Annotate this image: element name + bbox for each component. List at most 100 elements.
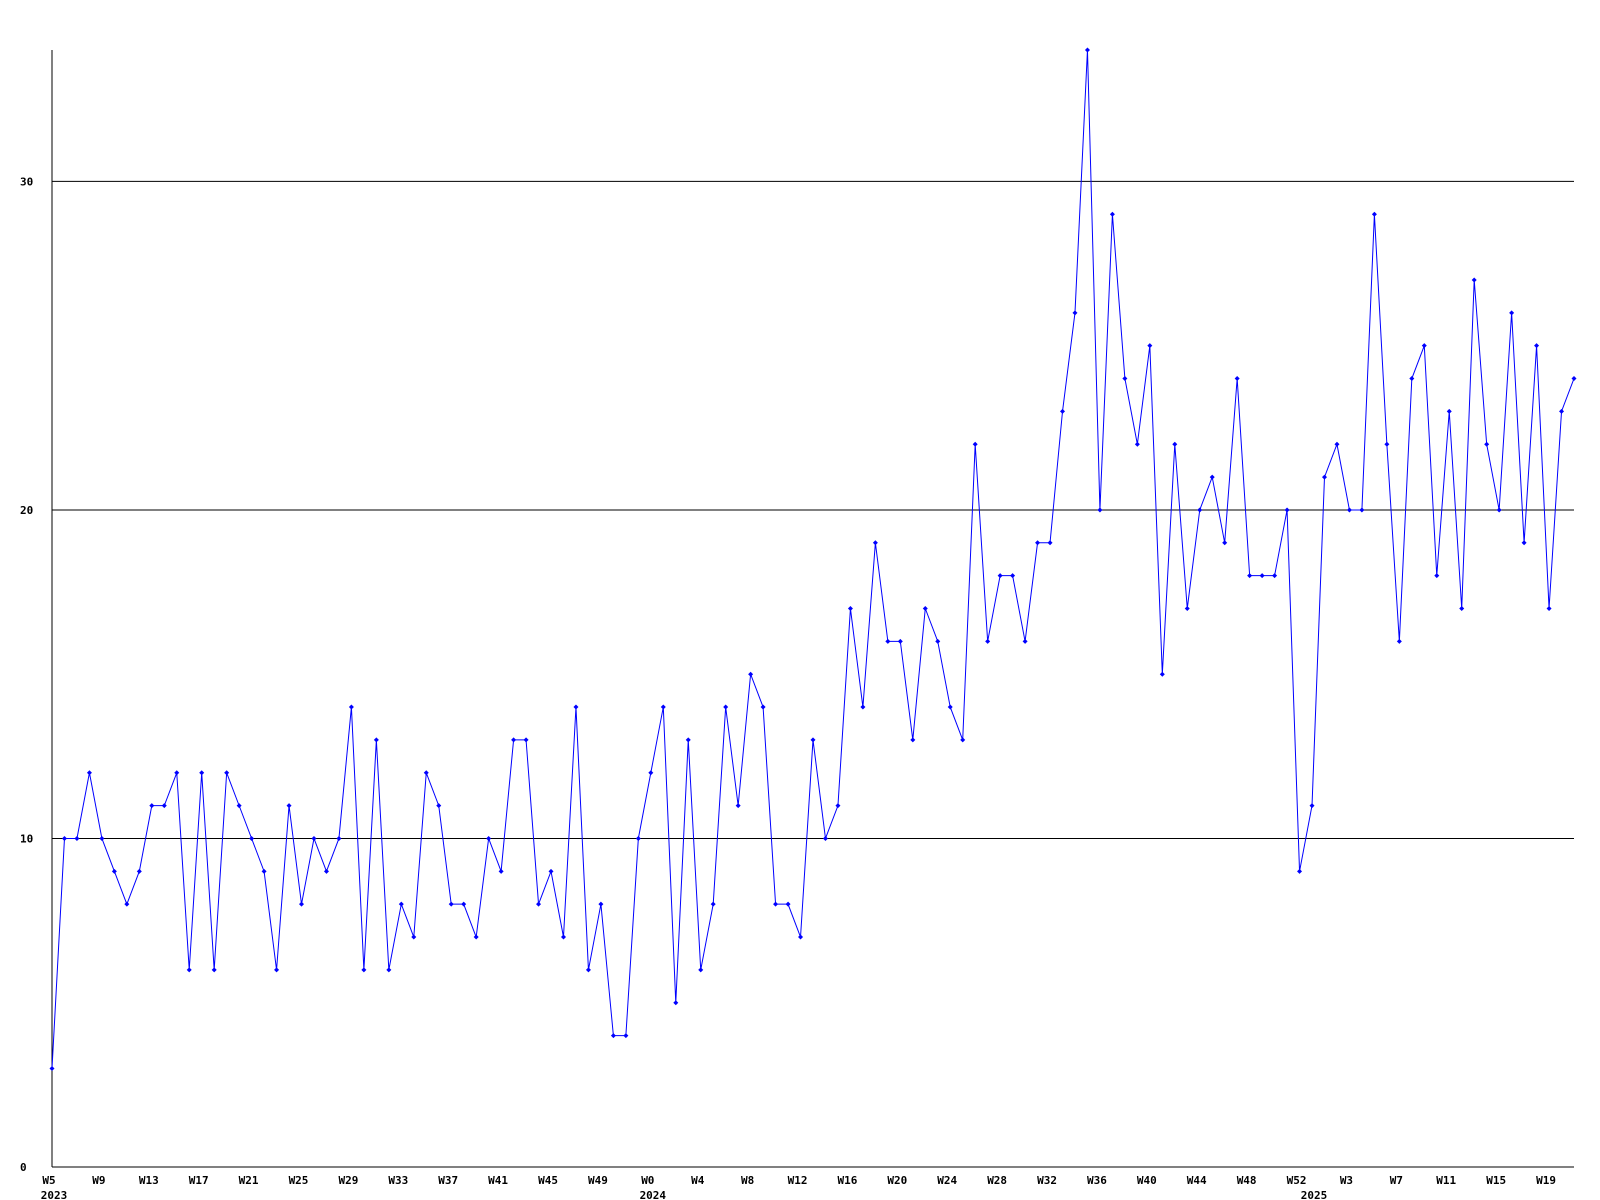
data-point (548, 868, 554, 874)
data-point (1546, 606, 1552, 611)
data-point (74, 835, 80, 841)
data-point (99, 835, 105, 841)
data-point (336, 835, 342, 841)
data-point (1159, 671, 1165, 677)
data-point (1346, 507, 1352, 513)
data-point (523, 737, 529, 743)
data-point (723, 704, 729, 710)
data-point (810, 737, 816, 743)
data-point (798, 934, 804, 940)
data-point (411, 934, 417, 940)
data-point (498, 868, 504, 874)
x-tick-label: W3 (1340, 1174, 1353, 1187)
data-point (623, 1033, 629, 1039)
data-point (610, 1033, 616, 1039)
data-point (1446, 408, 1452, 414)
data-point (1035, 540, 1041, 546)
x-tick-label: W41 (488, 1174, 508, 1187)
data-point (211, 967, 217, 973)
data-point (1534, 343, 1540, 349)
data-point (1097, 507, 1103, 513)
data-point (161, 803, 167, 809)
x-tick-label: W12 (788, 1174, 808, 1187)
x-tick-label: W52 (1287, 1174, 1307, 1187)
data-point (174, 770, 180, 776)
data-line (51, 49, 1575, 1069)
data-point (86, 770, 92, 776)
data-point (236, 803, 242, 809)
x-tick-label: W32 (1037, 1174, 1057, 1187)
data-point (835, 803, 841, 809)
data-point (1384, 441, 1390, 447)
x-tick-label: W33 (388, 1174, 408, 1187)
data-point (1109, 211, 1115, 217)
data-point (536, 901, 542, 907)
data-point (698, 967, 704, 973)
data-point (1309, 803, 1315, 809)
x-tick-label: W7 (1390, 1174, 1403, 1187)
x-tick-label: W28 (987, 1174, 1007, 1187)
data-point (49, 1065, 55, 1071)
data-point (149, 803, 155, 809)
data-point (1272, 573, 1278, 579)
data-point (436, 803, 442, 809)
data-point (710, 901, 716, 907)
data-point (1509, 310, 1515, 316)
x-tick-label: W36 (1087, 1174, 1107, 1187)
data-point (136, 868, 142, 874)
data-point (822, 835, 828, 841)
data-point (685, 737, 691, 743)
data-point (648, 770, 654, 776)
data-point (1359, 507, 1365, 513)
data-point (1047, 540, 1053, 546)
data-point (1259, 573, 1265, 579)
data-point (186, 967, 192, 973)
data-point (885, 638, 891, 644)
x-tick-label: W5 (42, 1174, 55, 1187)
y-tick-label: 20 (20, 504, 33, 517)
x-tick-label: W16 (837, 1174, 857, 1187)
data-point (348, 704, 354, 710)
x-year-label: 2024 (640, 1189, 667, 1200)
data-point (1147, 343, 1153, 349)
data-point (560, 934, 566, 940)
data-point (1434, 573, 1440, 579)
x-tick-label: W21 (239, 1174, 259, 1187)
data-point (847, 606, 853, 611)
x-tick-label: W48 (1237, 1174, 1257, 1187)
data-point (199, 770, 205, 776)
data-point (1010, 573, 1016, 579)
x-tick-label: W29 (338, 1174, 358, 1187)
x-tick-label: W45 (538, 1174, 558, 1187)
data-point (1234, 376, 1240, 382)
data-point (947, 704, 953, 710)
data-point (1084, 47, 1090, 53)
data-point (1396, 638, 1402, 644)
data-point (860, 704, 866, 710)
data-point (1060, 408, 1066, 414)
data-point (511, 737, 517, 743)
data-point (361, 967, 367, 973)
data-point (1409, 376, 1415, 382)
y-tick-label: 30 (20, 175, 33, 188)
data-point (673, 1000, 679, 1006)
y-tick-label: 10 (20, 832, 33, 845)
x-tick-label: W17 (189, 1174, 209, 1187)
data-point (735, 803, 741, 809)
data-point (1184, 606, 1190, 611)
data-point (373, 737, 379, 743)
data-point (897, 638, 903, 644)
data-point (660, 704, 666, 710)
data-point (910, 737, 916, 743)
x-year-label: 2025 (1301, 1189, 1328, 1200)
x-tick-label: W0 (641, 1174, 654, 1187)
data-point (261, 868, 267, 874)
data-point (1134, 441, 1140, 447)
x-tick-label: W19 (1536, 1174, 1556, 1187)
data-point (1297, 868, 1303, 874)
data-point (985, 638, 991, 644)
x-tick-label: W44 (1187, 1174, 1207, 1187)
x-tick-label: W40 (1137, 1174, 1157, 1187)
data-point (960, 737, 966, 743)
